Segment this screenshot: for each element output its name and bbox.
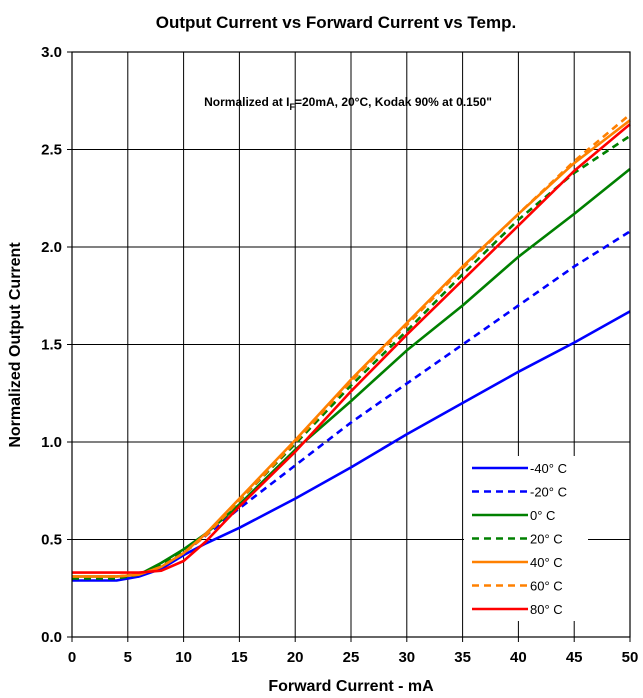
series-line xyxy=(72,310,631,582)
y-tick-label: 1.0 xyxy=(41,434,62,451)
x-tick-label: 50 xyxy=(622,649,639,666)
chart-title: Output Current vs Forward Current vs Tem… xyxy=(156,13,517,32)
y-tick-label: 2.5 xyxy=(41,142,62,159)
x-tick-label: 45 xyxy=(566,649,583,666)
annotation-suffix: =20mA, 20°C, Kodak 90% at 0.150" xyxy=(295,95,492,109)
x-tick-label: 35 xyxy=(454,649,471,666)
y-tick-label: 3.0 xyxy=(41,44,62,61)
x-tick-label: 30 xyxy=(398,649,415,666)
legend-label: 40° C xyxy=(530,555,563,570)
series-line xyxy=(72,123,631,574)
x-tick-label: 25 xyxy=(343,649,360,666)
annotation-subscript: F xyxy=(289,102,295,112)
annotation-prefix: Normalized at I xyxy=(204,95,289,109)
x-tick-label: 10 xyxy=(175,649,192,666)
legend-label: 60° C xyxy=(530,579,563,594)
x-tick-label: 5 xyxy=(124,649,132,666)
x-axis-ticks: 0 5 10 15 20 25 30 35 40 45 50 xyxy=(68,637,639,666)
plot-frame xyxy=(71,51,631,638)
series-lines xyxy=(72,113,631,582)
legend: -40° C -20° C 0° C 20° C 40° C 60° C 80° C xyxy=(464,456,588,621)
x-tick-label: 15 xyxy=(231,649,248,666)
series-line xyxy=(72,113,631,578)
y-axis-ticks: 0.0 0.5 1.0 1.5 2.0 2.5 3.0 xyxy=(41,44,72,646)
y-tick-label: 2.0 xyxy=(41,239,62,256)
y-tick-label: 0.0 xyxy=(41,629,62,646)
x-tick-label: 40 xyxy=(510,649,527,666)
legend-label: -20° C xyxy=(530,485,567,500)
y-axis-label: Normalized Output Current xyxy=(7,242,24,448)
x-tick-label: 20 xyxy=(287,649,304,666)
y-tick-label: 1.5 xyxy=(41,337,62,354)
x-tick-label: 0 xyxy=(68,649,76,666)
annotation: Normalized at IF=20mA, 20°C, Kodak 90% a… xyxy=(204,95,492,112)
legend-label: 0° C xyxy=(530,508,555,523)
legend-label: 80° C xyxy=(530,602,563,617)
y-tick-label: 0.5 xyxy=(41,532,62,549)
x-axis-label: Forward Current - mA xyxy=(268,678,434,695)
legend-label: -40° C xyxy=(530,461,567,476)
legend-label: 20° C xyxy=(530,532,563,547)
